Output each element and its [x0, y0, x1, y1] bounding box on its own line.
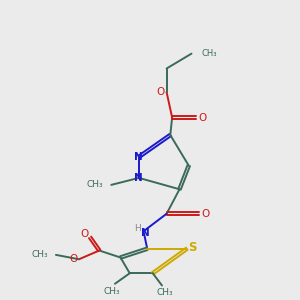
Text: H: H [134, 224, 140, 233]
Text: CH₃: CH₃ [104, 286, 120, 296]
Text: N: N [134, 152, 143, 162]
Text: S: S [188, 241, 197, 254]
Text: O: O [157, 87, 165, 97]
Text: CH₃: CH₃ [31, 250, 48, 260]
Text: N: N [141, 228, 149, 238]
Text: CH₃: CH₃ [157, 288, 173, 297]
Text: N: N [134, 173, 143, 183]
Text: O: O [69, 254, 77, 264]
Text: CH₃: CH₃ [202, 49, 217, 58]
Text: O: O [81, 229, 89, 239]
Text: O: O [198, 112, 207, 122]
Text: CH₃: CH₃ [86, 180, 103, 189]
Text: O: O [201, 209, 209, 219]
